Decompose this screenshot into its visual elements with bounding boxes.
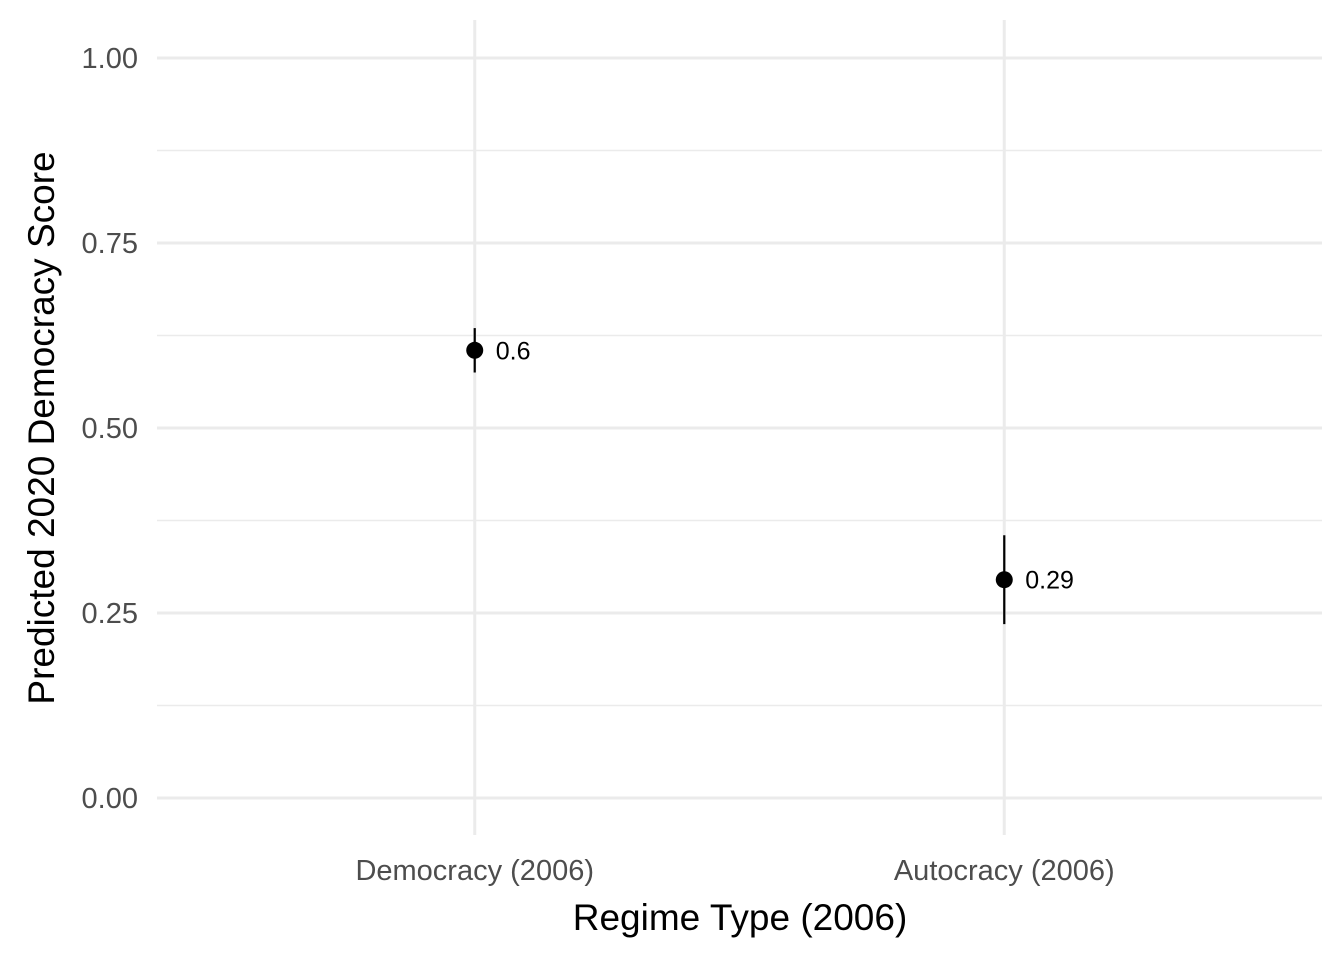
x-axis-title: Regime Type (2006) — [573, 897, 908, 938]
y-tick-label: 0.00 — [82, 783, 138, 815]
x-tick-label: Autocracy (2006) — [894, 855, 1115, 887]
y-tick-label: 1.00 — [82, 43, 138, 75]
y-tick-label: 0.50 — [82, 413, 138, 445]
data-label: 0.29 — [1025, 567, 1074, 595]
data-point — [995, 571, 1013, 589]
y-tick-labels: 0.00 0.25 0.50 0.75 1.00 — [82, 43, 138, 815]
gridlines — [157, 20, 1322, 835]
x-tick-label: Democracy (2006) — [355, 855, 594, 887]
y-tick-label: 0.75 — [82, 228, 138, 260]
x-tick-labels: Democracy (2006) Autocracy (2006) — [355, 855, 1114, 887]
data-label: 0.6 — [496, 337, 531, 365]
y-axis-title: Predicted 2020 Democracy Score — [21, 151, 62, 704]
y-tick-label: 0.25 — [82, 598, 138, 630]
data-point — [466, 341, 484, 359]
data-marks: 0.6 0.29 — [466, 328, 1074, 625]
